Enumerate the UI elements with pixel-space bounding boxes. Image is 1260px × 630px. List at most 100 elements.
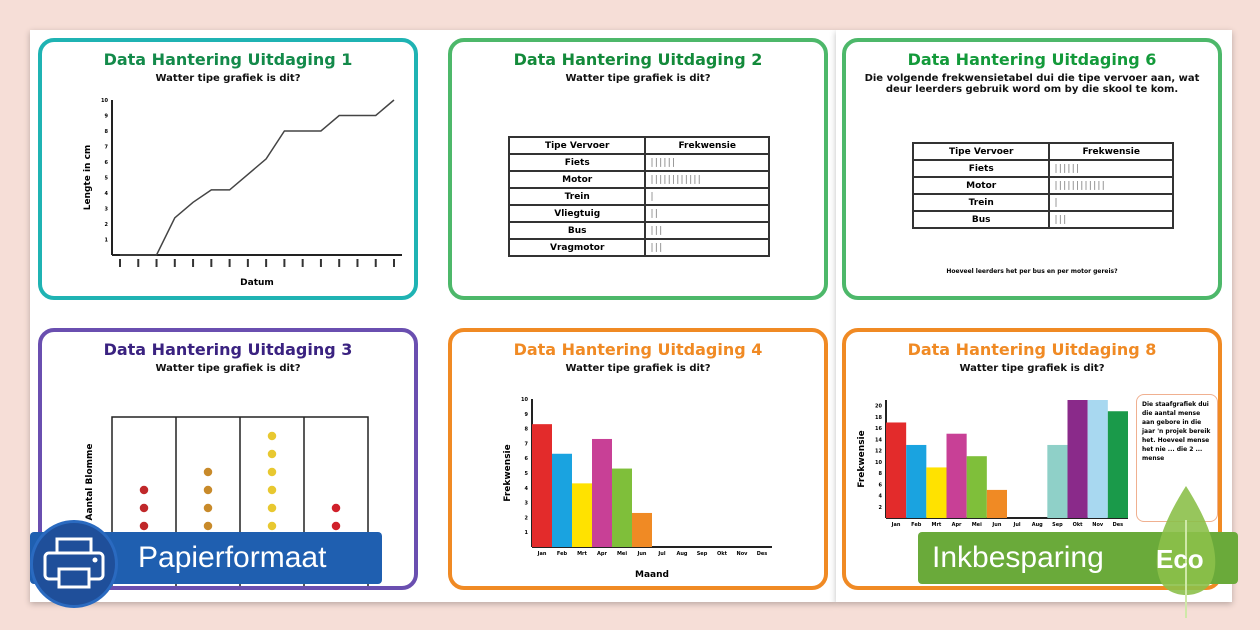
bar xyxy=(1047,444,1068,518)
leaf-icon: Eco xyxy=(1148,480,1224,620)
y-axis-label: Frekwensie xyxy=(503,444,513,501)
table-row: Vliegtuig || xyxy=(507,204,770,223)
tally-cell: |||||| xyxy=(1048,159,1174,178)
y-tick-label: 14 xyxy=(875,437,882,443)
table-row: Fiets |||||| xyxy=(507,153,770,172)
flower-icon xyxy=(138,502,150,514)
x-tick-label: Jul xyxy=(657,551,665,557)
flower-icon xyxy=(138,484,150,496)
tally-cell: ||| xyxy=(644,221,770,240)
flower-icon xyxy=(330,502,342,514)
bar xyxy=(592,438,612,547)
flower-icon xyxy=(202,484,214,496)
flower-icon xyxy=(202,502,214,514)
vehicle-cell: Vragmotor xyxy=(507,238,647,257)
flower-icon xyxy=(266,466,278,478)
y-tick-label: 7 xyxy=(105,145,109,151)
x-tick-label: Aug xyxy=(676,551,687,557)
table-row: Motor |||||||||||| xyxy=(507,170,770,189)
y-tick-label: 8 xyxy=(105,129,109,135)
tally-cell: |||||||||||| xyxy=(644,170,770,189)
table-row: Bus ||| xyxy=(507,221,770,240)
tally-cell: | xyxy=(1048,193,1174,212)
card-4: Data Hantering Uitdaging 4 Watter tipe g… xyxy=(448,328,828,590)
card-footer-question: Hoeveel leerders het per bus en per moto… xyxy=(946,268,1118,275)
bar-chart: 2 4 6 8 10 12 14 16 18 20 Frekwensie Jan Feb Mrt Apr Me… xyxy=(857,400,1128,528)
bar xyxy=(1087,400,1108,518)
x-tick-label: Mrt xyxy=(577,551,587,557)
frequency-table: Tipe Vervoer Frekwensie Fiets |||||| Motor ||… xyxy=(911,142,1174,229)
x-tick-label: Feb xyxy=(557,551,568,557)
x-tick-label: Mei xyxy=(972,522,982,528)
frequency-table: Tipe Vervoer Frekwensie Fiets |||||| Motor ||… xyxy=(507,136,770,257)
y-tick-label: 2 xyxy=(525,515,529,521)
line-chart: 1 2 3 4 5 6 7 8 9 10 Lengte in cm Datum xyxy=(83,98,402,288)
y-tick-label: 8 xyxy=(879,471,883,477)
y-tick-label: 3 xyxy=(105,207,109,213)
y-tick-label: 9 xyxy=(525,412,529,418)
table-row: Fiets |||||| xyxy=(911,159,1174,178)
y-tick-label: 2 xyxy=(879,505,883,511)
y-tick-label: 2 xyxy=(105,222,109,228)
vehicle-cell: Bus xyxy=(911,210,1051,229)
x-tick-label: Jan xyxy=(891,522,901,528)
paper-size-label: Papierformaat xyxy=(138,541,327,574)
card-title: Data Hantering Uitdaging 2 xyxy=(513,50,763,69)
vehicle-cell: Fiets xyxy=(911,159,1051,178)
card-question: Watter tipe grafiek is dit? xyxy=(565,363,711,374)
y-tick-label: 10 xyxy=(521,397,528,403)
bar xyxy=(986,489,1007,518)
flower-icon xyxy=(266,430,278,442)
x-tick-label: Jun xyxy=(991,522,1001,528)
y-tick-label: 9 xyxy=(105,114,109,120)
table-row: Trein | xyxy=(507,187,770,206)
card-title: Data Hantering Uitdaging 1 xyxy=(103,50,353,69)
y-tick-label: 16 xyxy=(875,426,882,432)
bar xyxy=(906,444,927,518)
eco-tag: Eco xyxy=(1156,544,1204,574)
table-header: Tipe Vervoer xyxy=(507,136,647,155)
y-axis-label: Aantal Blomme xyxy=(85,443,95,520)
y-tick-label: 20 xyxy=(875,404,882,410)
data-line xyxy=(120,99,395,256)
card-title: Data Hantering Uitdaging 4 xyxy=(513,340,763,359)
vehicle-cell: Bus xyxy=(507,221,647,240)
y-tick-label: 10 xyxy=(875,460,882,466)
bar xyxy=(532,424,552,547)
vehicle-cell: Trein xyxy=(507,187,647,206)
x-tick-label: Mrt xyxy=(931,522,941,528)
flower-icon xyxy=(266,484,278,496)
table-row: Motor |||||||||||| xyxy=(911,176,1174,195)
y-tick-label: 1 xyxy=(525,530,529,536)
bar xyxy=(632,512,652,547)
y-tick-label: 3 xyxy=(525,501,529,507)
vehicle-cell: Motor xyxy=(911,176,1051,195)
card-question: Watter tipe grafiek is dit? xyxy=(155,363,301,374)
y-axis-label: Lengte in cm xyxy=(83,145,93,211)
flower-icon xyxy=(202,520,214,532)
x-tick-label: Jun xyxy=(637,551,647,557)
y-tick-label: 5 xyxy=(525,471,529,477)
flower-icon xyxy=(266,502,278,514)
table-header: Frekwensie xyxy=(1048,142,1174,161)
x-tick-label: Jul xyxy=(1013,522,1021,528)
bar xyxy=(1107,411,1128,518)
y-tick-label: 18 xyxy=(875,415,882,421)
card-2: Data Hantering Uitdaging 2 Watter tipe g… xyxy=(448,38,828,300)
bar xyxy=(946,433,967,518)
flower-icon xyxy=(266,520,278,532)
tally-cell: |||||||||||| xyxy=(1048,176,1174,195)
tally-cell: ||| xyxy=(644,238,770,257)
bar xyxy=(1067,400,1088,518)
card-question: Watter tipe grafiek is dit? xyxy=(155,73,301,84)
y-tick-label: 10 xyxy=(101,98,108,104)
eco-label: Inkbesparing xyxy=(932,541,1104,574)
table-row: Bus ||| xyxy=(911,210,1174,229)
x-tick-label: Jan xyxy=(537,551,547,557)
card-6: Data Hantering Uitdaging 6 Die volgende … xyxy=(842,38,1222,300)
table-row: Trein | xyxy=(911,193,1174,212)
x-tick-label: Apr xyxy=(597,551,607,557)
y-tick-label: 12 xyxy=(875,449,882,455)
x-tick-label: Nov xyxy=(1092,522,1104,528)
tally-cell: ||| xyxy=(1048,210,1174,229)
